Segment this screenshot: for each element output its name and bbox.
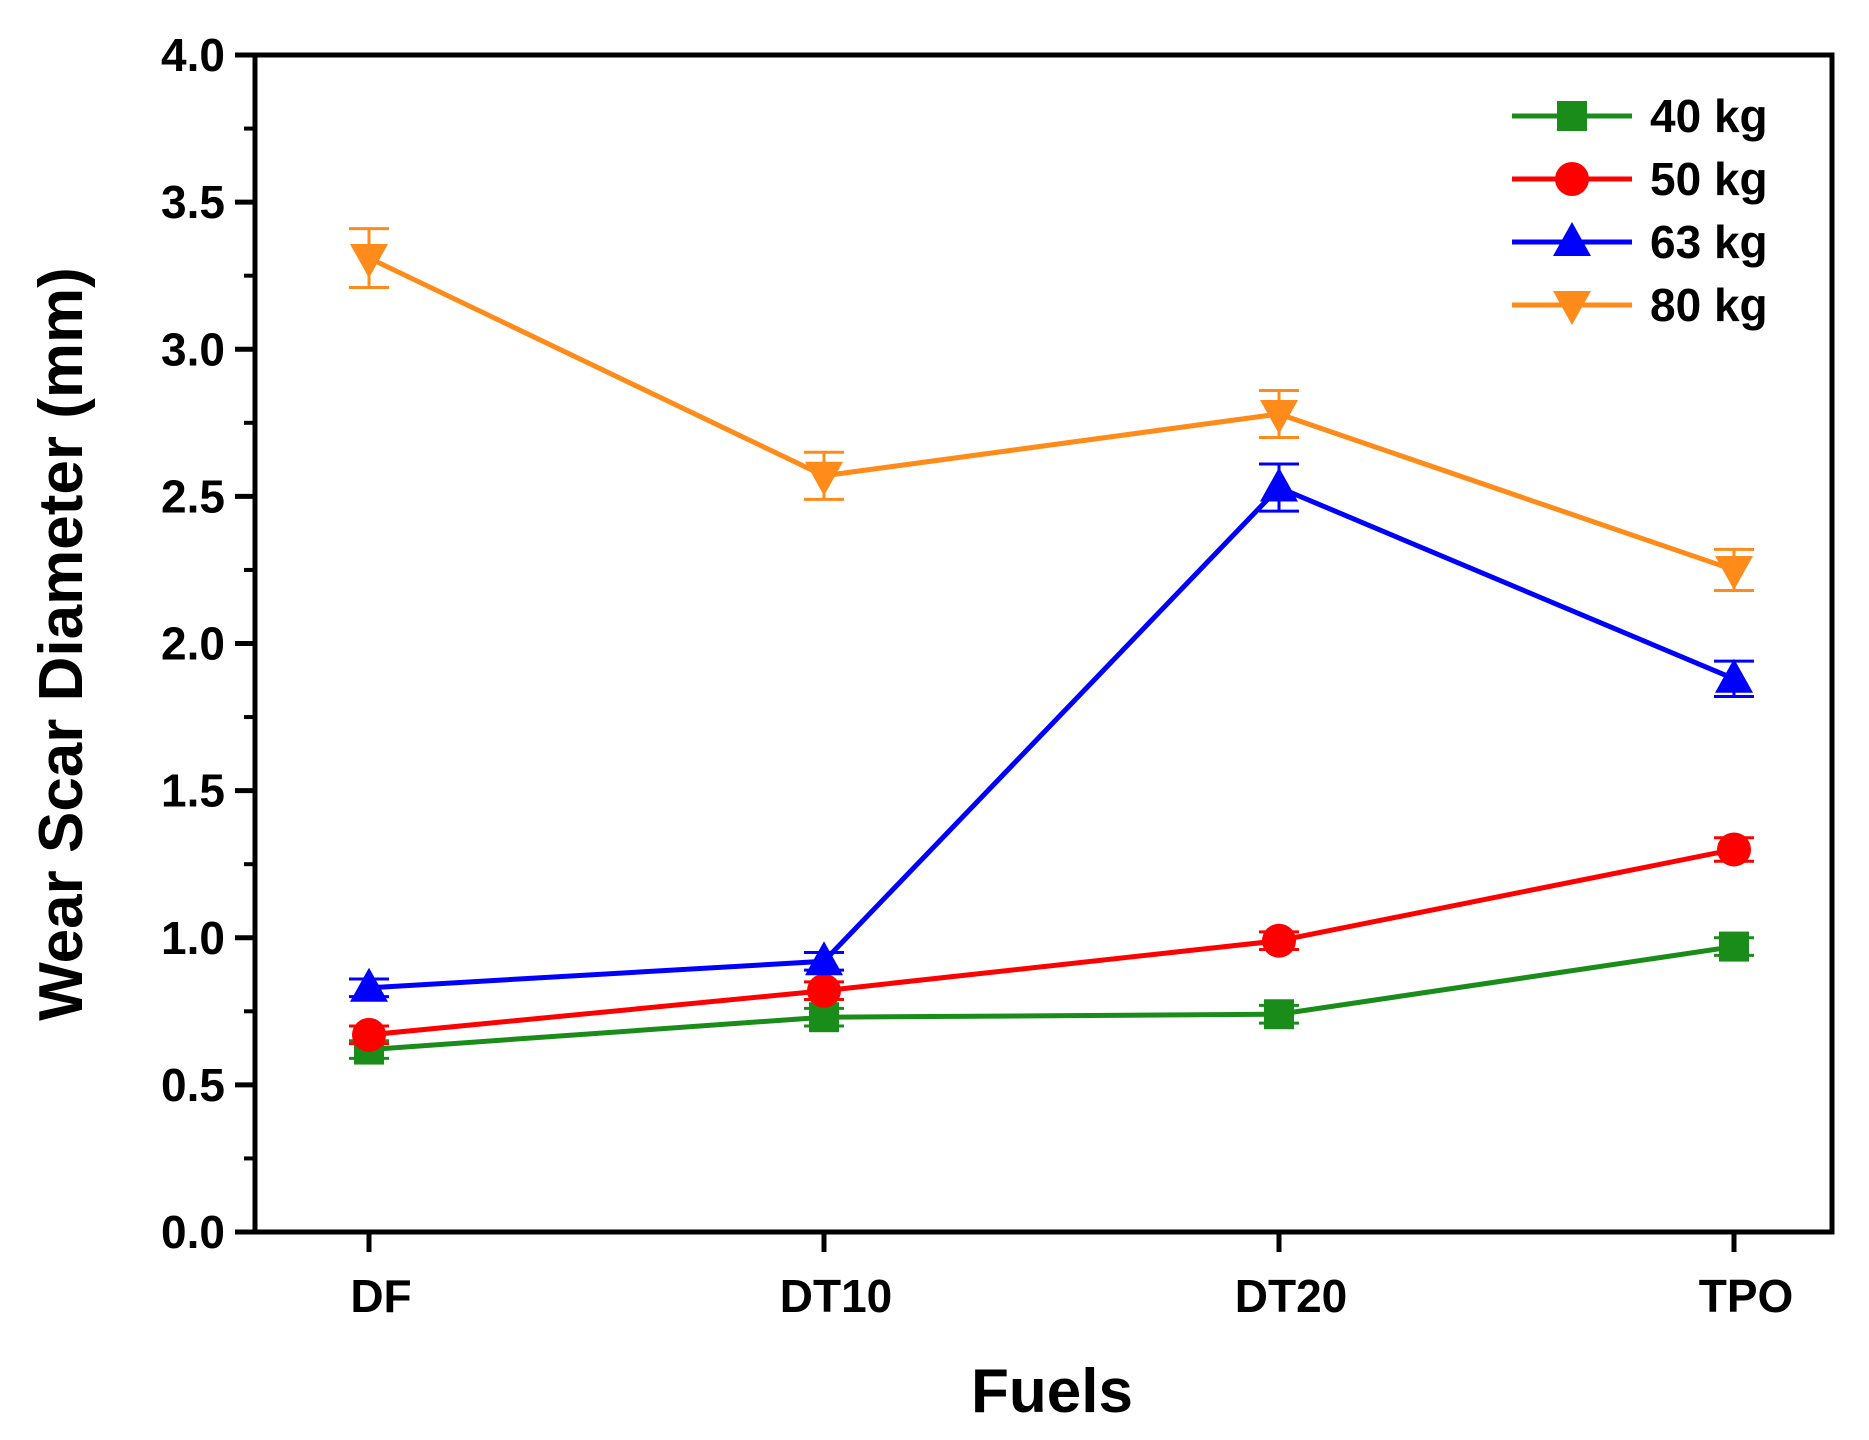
y-tick-label: 3.5 bbox=[161, 176, 225, 228]
data-point bbox=[805, 941, 843, 976]
data-point bbox=[1262, 923, 1296, 958]
data-point bbox=[1717, 832, 1751, 867]
series-line bbox=[368, 484, 1735, 991]
series-40-kg bbox=[349, 931, 1754, 1065]
data-point bbox=[1264, 999, 1294, 1030]
x-tick-label: TPO bbox=[1699, 1270, 1794, 1322]
data-point bbox=[350, 244, 388, 279]
plot-frame bbox=[252, 52, 1835, 1235]
legend-entry: 63 kg bbox=[1512, 216, 1768, 268]
y-tick-label: 4.0 bbox=[161, 29, 225, 81]
series-50-kg bbox=[349, 832, 1754, 1052]
y-tick-label: 0.5 bbox=[161, 1059, 225, 1111]
legend-entry: 50 kg bbox=[1512, 153, 1768, 205]
data-point bbox=[1715, 658, 1753, 693]
legend-entry: 80 kg bbox=[1512, 279, 1768, 331]
legend-marker bbox=[1555, 162, 1589, 196]
legend-label: 40 kg bbox=[1650, 90, 1768, 142]
y-axis-title: Wear Scar Diameter (mm) bbox=[27, 267, 96, 1021]
series-line bbox=[368, 847, 1735, 1038]
data-point bbox=[807, 973, 841, 1008]
data-point bbox=[1260, 399, 1298, 434]
legend-entry: 40 kg bbox=[1512, 90, 1768, 142]
series-line bbox=[367, 255, 1735, 573]
data-point bbox=[1260, 467, 1298, 502]
legend-label: 80 kg bbox=[1650, 279, 1768, 331]
series-63-kg bbox=[349, 462, 1754, 1002]
y-tick-label: 3.0 bbox=[161, 323, 225, 375]
x-tick-label: DT20 bbox=[1235, 1270, 1347, 1322]
legend-marker bbox=[1557, 101, 1587, 131]
series-80-kg bbox=[349, 227, 1754, 593]
legend-marker bbox=[1553, 291, 1591, 325]
y-tick-label: 0.0 bbox=[161, 1206, 225, 1258]
series-layer bbox=[349, 227, 1754, 1065]
x-tick-label: DF bbox=[350, 1270, 411, 1322]
y-tick-label: 2.5 bbox=[161, 470, 225, 522]
data-point bbox=[352, 1017, 386, 1052]
legend-marker bbox=[1553, 222, 1591, 256]
data-point bbox=[350, 967, 388, 1002]
series-line bbox=[368, 944, 1735, 1053]
x-tick-label: DT10 bbox=[780, 1270, 892, 1322]
x-axis: DF DT10 DT20 TPO bbox=[350, 1232, 1793, 1322]
legend: 40 kg 50 kg 63 kg 80 kg bbox=[1512, 90, 1768, 331]
y-axis: 0.0 0.5 1.0 1.5 2.0 2.5 3.0 3.5 4.0 bbox=[161, 29, 255, 1258]
data-point bbox=[805, 461, 843, 496]
legend-label: 50 kg bbox=[1650, 153, 1768, 205]
y-tick-label: 1.0 bbox=[161, 912, 225, 964]
y-tick-label: 2.0 bbox=[161, 618, 225, 670]
data-point bbox=[1719, 931, 1749, 962]
legend-label: 63 kg bbox=[1650, 216, 1768, 268]
y-tick-label: 1.5 bbox=[161, 765, 225, 817]
data-point bbox=[1715, 555, 1753, 590]
x-axis-title: Fuels bbox=[971, 1357, 1133, 1426]
